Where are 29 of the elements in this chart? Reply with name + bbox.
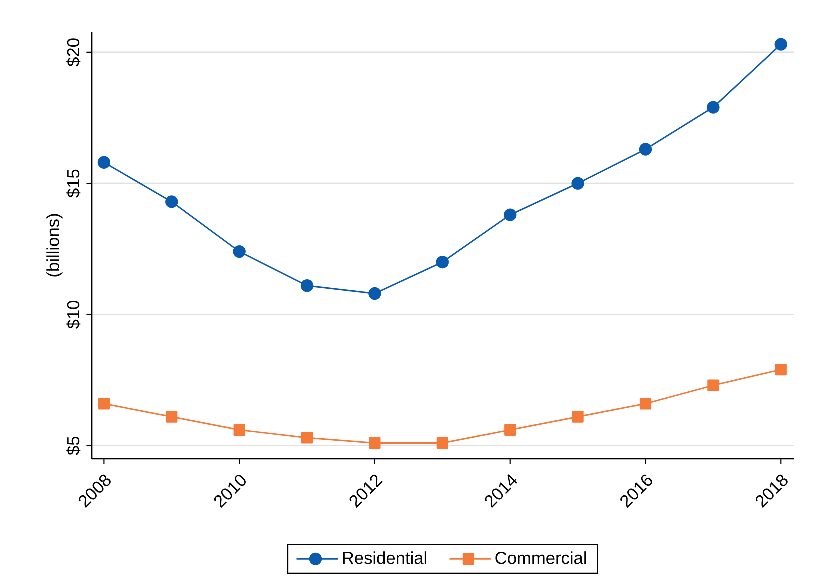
point xyxy=(166,196,178,208)
point xyxy=(368,287,382,300)
y-tick-label: $10 xyxy=(66,300,81,330)
point xyxy=(300,280,314,292)
point xyxy=(98,398,110,410)
point xyxy=(572,411,584,423)
point xyxy=(301,432,314,444)
point xyxy=(436,256,449,269)
point xyxy=(707,101,720,114)
point xyxy=(233,245,246,258)
y-tick-label: $20 xyxy=(66,38,81,67)
point xyxy=(436,437,448,450)
point xyxy=(504,424,516,436)
point xyxy=(234,424,246,436)
point xyxy=(639,143,652,156)
point xyxy=(166,411,178,423)
point xyxy=(708,380,720,392)
legend-label: Commercial xyxy=(496,552,586,564)
point xyxy=(775,364,787,376)
y-tick-label: $15 xyxy=(66,170,81,198)
point xyxy=(774,38,788,51)
y-axis-title: (billions) xyxy=(46,214,63,277)
point xyxy=(369,437,381,450)
legend-label: Residential xyxy=(343,552,426,564)
point xyxy=(572,177,584,190)
point xyxy=(640,398,652,410)
point xyxy=(504,208,517,222)
point xyxy=(98,156,111,169)
y-tick-label: $5 xyxy=(66,436,81,456)
